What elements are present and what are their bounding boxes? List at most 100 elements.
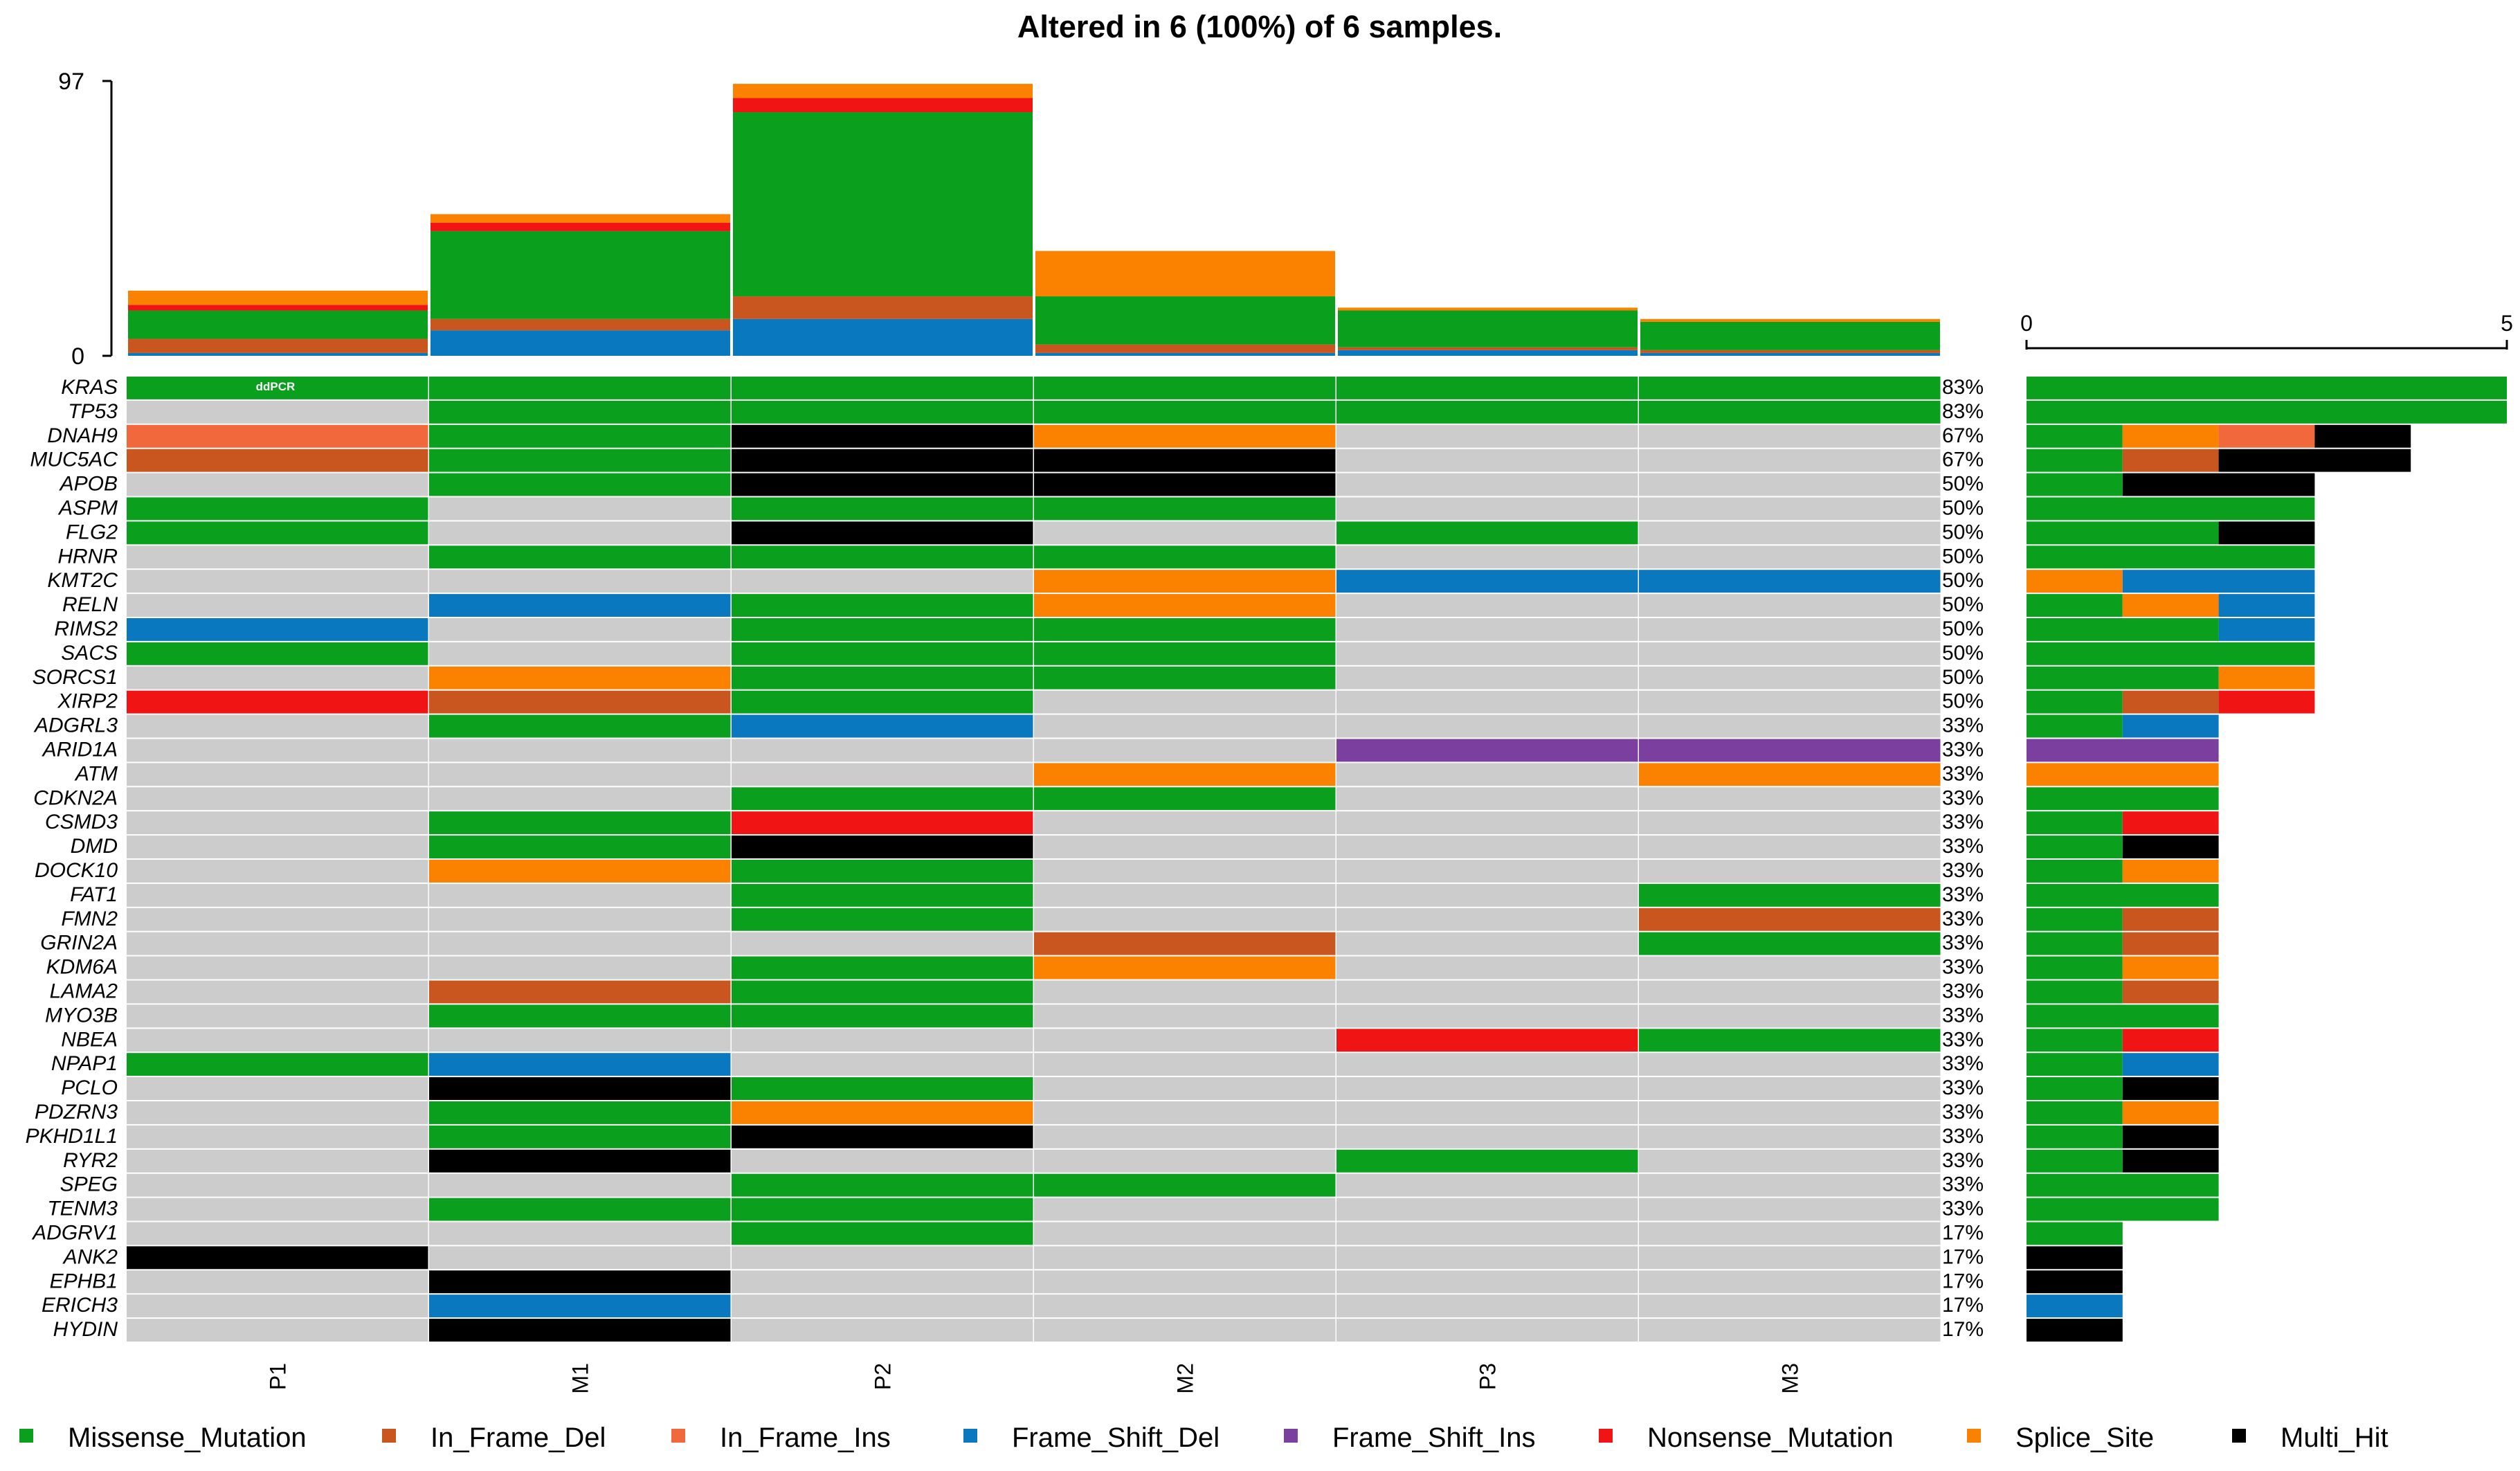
cell-XIRP2-P2 (732, 690, 1033, 714)
cell-FMN2-M3 (1639, 908, 1941, 931)
side-bar-NBEA-Nonsense_Mutation (2122, 1029, 2219, 1052)
cell-RELN-M1 (429, 594, 731, 617)
cell-CSMD3-M2 (1034, 811, 1336, 835)
side-bar-ADGRV1-Missense_Mutation (2027, 1222, 2123, 1245)
pct-label-FMN2: 33% (1942, 908, 1984, 930)
cell-TP53-P3 (1336, 400, 1638, 424)
cell-NBEA-P2 (732, 1029, 1033, 1052)
cell-ADGRL3-M2 (1034, 714, 1336, 738)
pct-label-KDM6A: 33% (1942, 956, 1984, 979)
cell-SACS-M1 (429, 642, 731, 665)
cell-PDZRN3-P3 (1336, 1101, 1638, 1124)
cell-KDM6A-M3 (1639, 956, 1941, 980)
side-bar-CSMD3-Missense_Mutation (2027, 811, 2123, 835)
side-axis-max-label: 5 (2501, 311, 2513, 336)
pct-label-NPAP1: 33% (1942, 1052, 1984, 1075)
cell-GRIN2A-P3 (1336, 932, 1638, 955)
cell-ASPM-M1 (429, 497, 731, 521)
cell-XIRP2-M2 (1034, 690, 1336, 714)
side-bar-GRIN2A-Missense_Mutation (2027, 932, 2123, 955)
cell-SPEG-M1 (429, 1173, 731, 1197)
cell-RYR2-P3 (1336, 1149, 1638, 1173)
side-bar-SPEG-Missense_Mutation (2027, 1173, 2219, 1197)
cell-XIRP2-M3 (1639, 690, 1941, 714)
cell-XIRP2-P1 (127, 690, 428, 714)
tmb-bar-P1-Missense_Mutation (128, 310, 428, 339)
pct-label-SPEG: 33% (1942, 1173, 1984, 1196)
side-bar-PCLO-Missense_Mutation (2027, 1077, 2123, 1100)
cell-ARID1A-P3 (1336, 739, 1638, 762)
gene-label-ASPM: ASPM (57, 497, 118, 520)
gene-label-LAMA2: LAMA2 (50, 980, 118, 1003)
legend-label-Frame_Shift_Ins: Frame_Shift_Ins (1332, 1423, 1535, 1453)
cell-DMD-M2 (1034, 836, 1336, 858)
gene-label-FAT1: FAT1 (70, 883, 118, 906)
side-bar-FMN2-Missense_Mutation (2027, 908, 2123, 931)
cell-RYR2-M2 (1034, 1149, 1336, 1173)
legend-label-In_Frame_Del: In_Frame_Del (430, 1423, 606, 1453)
cell-FLG2-P2 (732, 521, 1033, 545)
cell-RIMS2-M3 (1639, 618, 1941, 641)
cell-NBEA-M3 (1639, 1029, 1941, 1052)
pct-label-HRNR: 50% (1942, 545, 1984, 568)
cell-ATM-P3 (1336, 763, 1638, 786)
cell-TP53-P1 (127, 400, 428, 424)
side-bar-KRAS-Missense_Mutation (2027, 377, 2507, 399)
side-bar-PDZRN3-Splice_Site (2122, 1101, 2219, 1124)
pct-label-SORCS1: 50% (1942, 666, 1984, 689)
tmb-bar-P1-Splice_Site (128, 290, 428, 305)
cell-MYO3B-M2 (1034, 1004, 1336, 1028)
pct-label-RELN: 50% (1942, 593, 1984, 616)
cell-CSMD3-P3 (1336, 811, 1638, 835)
cell-DMD-M1 (429, 836, 731, 858)
cell-SORCS1-P3 (1336, 666, 1638, 689)
legend-label-Nonsense_Mutation: Nonsense_Mutation (1647, 1423, 1894, 1453)
cell-SACS-M2 (1034, 642, 1336, 665)
side-bar-FAT1-Missense_Mutation (2027, 883, 2219, 907)
side-bar-XIRP2-In_Frame_Del (2122, 690, 2219, 714)
gene-label-NPAP1: NPAP1 (51, 1052, 118, 1075)
legend-swatch-Missense_Mutation (19, 1429, 33, 1443)
side-bar-KMT2C-Splice_Site (2027, 570, 2123, 593)
side-bar-TP53-Missense_Mutation (2027, 400, 2507, 424)
side-bar-APOB-Missense_Mutation (2027, 473, 2123, 496)
cell-RELN-P3 (1336, 594, 1638, 617)
cell-FLG2-M1 (429, 521, 731, 545)
cell-RIMS2-M2 (1034, 618, 1336, 641)
cell-APOB-M2 (1034, 473, 1336, 496)
cell-RYR2-M3 (1639, 1149, 1941, 1173)
side-bar-FLG2-Missense_Mutation (2027, 521, 2219, 545)
side-bar-PKHD1L1-Missense_Mutation (2027, 1125, 2123, 1148)
cell-SORCS1-P1 (127, 666, 428, 689)
cell-PDZRN3-P2 (732, 1101, 1033, 1124)
cell-CDKN2A-M3 (1639, 787, 1941, 811)
cell-SACS-P2 (732, 642, 1033, 665)
cell-ATM-M3 (1639, 763, 1941, 786)
tmb-bar-P2-Nonsense_Mutation (733, 98, 1033, 113)
pct-label-ARID1A: 33% (1942, 739, 1984, 761)
cell-ASPM-M2 (1034, 497, 1336, 521)
cell-KMT2C-P2 (732, 570, 1033, 593)
cell-HYDIN-M3 (1639, 1319, 1941, 1342)
side-bar-DOCK10-Splice_Site (2122, 860, 2219, 883)
gene-label-KRAS: KRAS (61, 376, 118, 399)
cell-DOCK10-P2 (732, 860, 1033, 883)
cell-PKHD1L1-P3 (1336, 1125, 1638, 1148)
pct-label-HYDIN: 17% (1942, 1318, 1984, 1341)
side-bar-NPAP1-Missense_Mutation (2027, 1053, 2123, 1076)
pct-label-RIMS2: 50% (1942, 617, 1984, 640)
cell-APOB-M3 (1639, 473, 1941, 496)
cell-CSMD3-P2 (732, 811, 1033, 835)
cell-RELN-M2 (1034, 594, 1336, 617)
cell-PKHD1L1-M3 (1639, 1125, 1941, 1148)
cell-DMD-M3 (1639, 836, 1941, 858)
gene-label-CDKN2A: CDKN2A (33, 786, 118, 809)
tmb-bar-P1-Frame_Shift_Del (128, 352, 428, 356)
cell-SORCS1-M3 (1639, 666, 1941, 689)
side-bar-CSMD3-Nonsense_Mutation (2122, 811, 2219, 835)
cell-ATM-M1 (429, 763, 731, 786)
pct-label-ADGRL3: 33% (1942, 714, 1984, 737)
cell-NPAP1-M2 (1034, 1053, 1336, 1076)
legend-swatch-Multi_Hit (2232, 1429, 2246, 1443)
